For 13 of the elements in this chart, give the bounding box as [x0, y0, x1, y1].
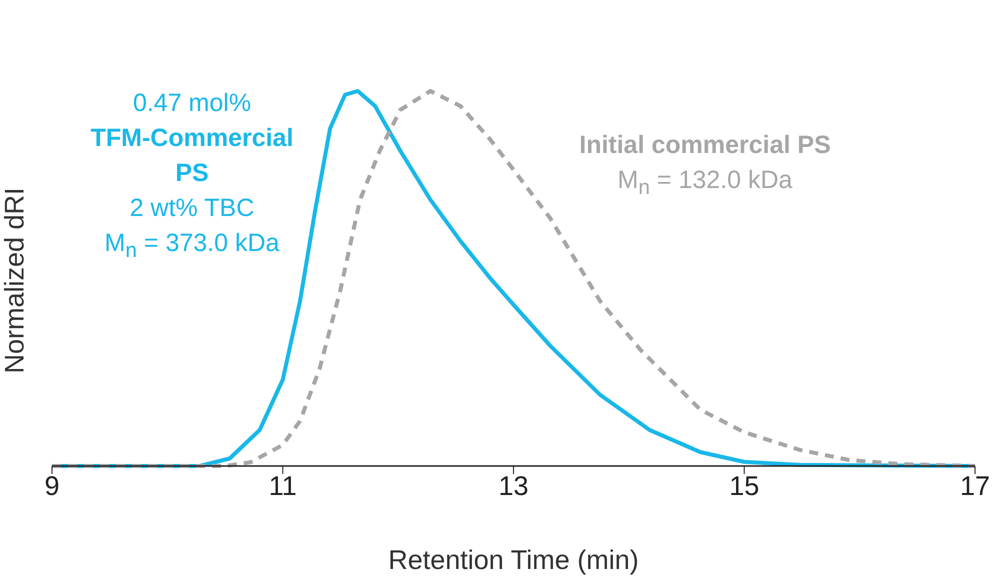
x-tick-label: 17 — [960, 471, 990, 502]
x-tick-label: 13 — [498, 471, 529, 502]
text: Initial commercial PS — [578, 130, 832, 161]
series-label: TFM-Commercial PS — [90, 123, 294, 189]
x-axis-title: Retention Time (min) — [388, 545, 639, 575]
x-tick-label: 15 — [729, 471, 760, 502]
y-axis-title: Normalized dRI — [0, 187, 30, 374]
annotation: 0.47 mol% — [132, 88, 252, 119]
annotation: M$_{n}$ = 373.0 kDa — [104, 228, 280, 264]
x-tick-label: 9 — [44, 471, 60, 502]
x-tick-label: 11 — [268, 471, 297, 502]
annotation: 2 wt% TBC — [128, 193, 256, 224]
annotation: M$_{n}$ = 132.0 kDa — [616, 165, 794, 201]
